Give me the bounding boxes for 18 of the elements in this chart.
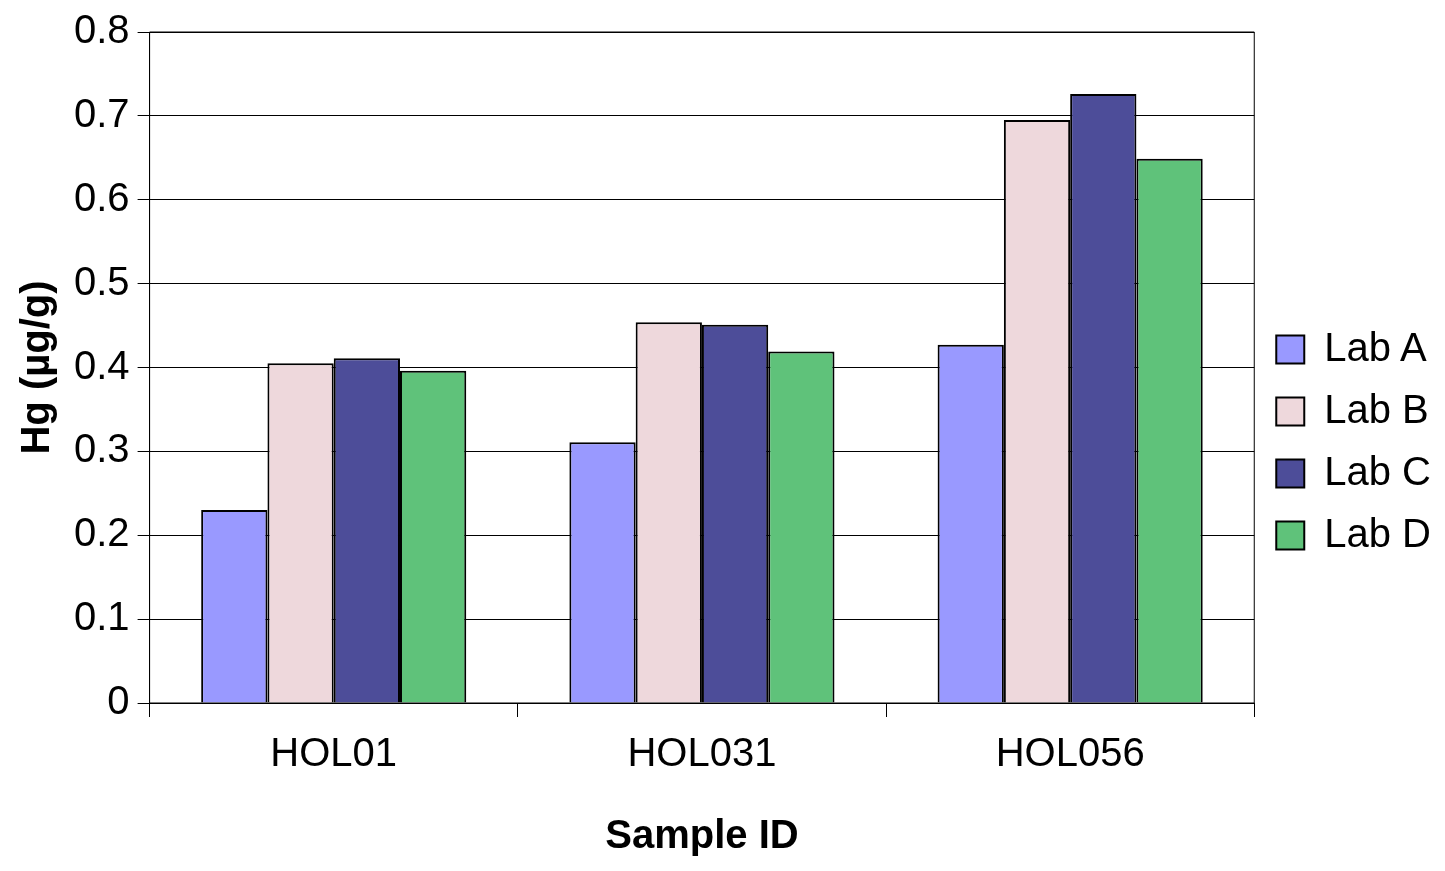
y-tick-label: 0.3 (74, 426, 130, 471)
x-axis-title: Sample ID (605, 812, 799, 857)
legend-label: Lab B (1324, 386, 1429, 431)
y-tick-label: 0.1 (74, 594, 130, 639)
x-tick-label: HOL01 (270, 730, 398, 775)
legend-label: Lab D (1324, 510, 1432, 555)
y-axis-title: Hg (µg/g) (13, 280, 58, 455)
y-tick-label: 0 (107, 678, 130, 723)
y-tick-label: 0.8 (74, 7, 130, 52)
y-tick-label: 0.4 (74, 342, 130, 387)
y-tick-label: 0.7 (74, 90, 130, 135)
x-tick-label: HOL031 (627, 730, 777, 775)
y-tick-label: 0.2 (74, 510, 130, 555)
x-tick-label: HOL056 (995, 730, 1145, 775)
y-tick-label: 0.5 (74, 258, 130, 303)
legend-label: Lab A (1324, 324, 1427, 369)
y-tick-label: 0.6 (74, 174, 130, 219)
legend-label: Lab C (1324, 448, 1432, 493)
